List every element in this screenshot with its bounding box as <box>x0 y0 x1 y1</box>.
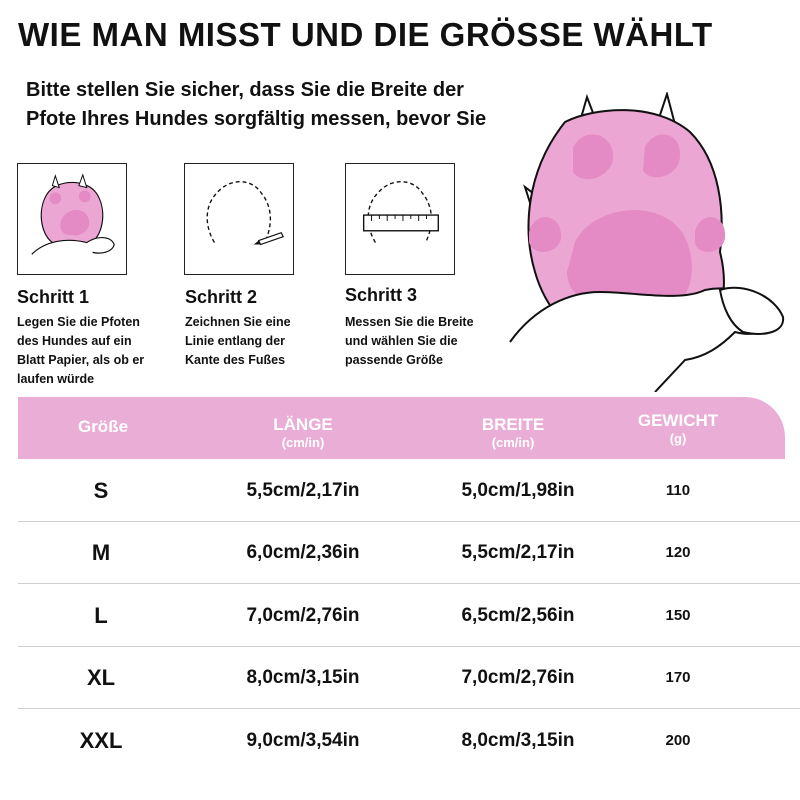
paw-illustration-icon <box>509 92 785 392</box>
intro-line-2: Pfote Ihres Hundes sorgfältig messen, be… <box>26 108 487 130</box>
table-row: XL 8,0cm/3,15in 7,0cm/2,76in 170 <box>18 647 800 709</box>
cell-size: L <box>94 603 108 628</box>
cell-size: XXL <box>79 728 123 753</box>
size-table-header: Größe LÄNGE (cm/in) BREITE (cm/in) GEWIC… <box>18 397 785 459</box>
cell-weight: 200 <box>665 732 691 749</box>
table-row: XXL 9,0cm/3,54in 8,0cm/3,15in 200 <box>18 710 800 772</box>
cell-weight: 110 <box>665 482 691 499</box>
table-row: L 7,0cm/2,76in 6,5cm/2,56in 150 <box>18 585 800 647</box>
step-1-description: Legen Sie die Pfoten des Hundes auf ein … <box>17 315 145 386</box>
step-3-title: Schritt 3 <box>345 285 418 305</box>
paw-on-paper-icon <box>31 173 115 255</box>
step-2-image <box>184 163 294 275</box>
cell-length: 8,0cm/3,15in <box>246 667 360 688</box>
paw-outline-ruler-icon <box>362 181 439 243</box>
cell-weight: 120 <box>665 544 691 561</box>
cell-weight: 170 <box>665 669 691 686</box>
page-title: WIE MAN MISST UND DIE GRÖSSE WÄHLT <box>18 16 713 53</box>
step-1-title: Schritt 1 <box>17 287 90 307</box>
cell-width: 8,0cm/3,15in <box>461 730 575 751</box>
row-divider <box>18 708 800 709</box>
row-divider <box>18 646 800 647</box>
row-divider <box>18 521 800 522</box>
cell-length: 6,0cm/2,36in <box>246 542 360 563</box>
step-3-description: Messen Sie die Breite und wählen Sie die… <box>345 315 474 367</box>
header-width: BREITE (cm/in) <box>481 415 545 450</box>
table-row: M 6,0cm/2,36in 5,5cm/2,17in 120 <box>18 522 800 584</box>
header-size: Größe <box>77 417 129 436</box>
step-3-image <box>345 163 455 275</box>
cell-width: 5,0cm/1,98in <box>461 480 575 501</box>
step-2-description: Zeichnen Sie eine Linie entlang der Kant… <box>185 315 291 367</box>
cell-width: 7,0cm/2,76in <box>461 667 575 688</box>
intro-line-1: Bitte stellen Sie sicher, dass Sie die B… <box>26 79 464 101</box>
paw-outline-pencil-icon <box>206 181 285 246</box>
cell-size: M <box>91 540 111 565</box>
cell-weight: 150 <box>665 607 691 624</box>
cell-size: S <box>93 478 109 503</box>
step-1-image <box>17 163 127 275</box>
cell-length: 9,0cm/3,54in <box>246 730 360 751</box>
cell-size: XL <box>86 665 116 690</box>
row-divider <box>18 583 800 584</box>
cell-length: 5,5cm/2,17in <box>246 480 360 501</box>
cell-width: 6,5cm/2,56in <box>461 605 575 626</box>
header-length: LÄNGE (cm/in) <box>273 415 333 450</box>
table-row: S 5,5cm/2,17in 5,0cm/1,98in 110 <box>18 460 800 522</box>
intro-text: Bitte stellen Sie sicher, dass Sie die B… <box>26 76 566 134</box>
header-weight: GEWICHT (g) <box>637 411 719 446</box>
cell-length: 7,0cm/2,76in <box>246 605 360 626</box>
step-2-title: Schritt 2 <box>185 287 258 307</box>
cell-width: 5,5cm/2,17in <box>461 542 575 563</box>
